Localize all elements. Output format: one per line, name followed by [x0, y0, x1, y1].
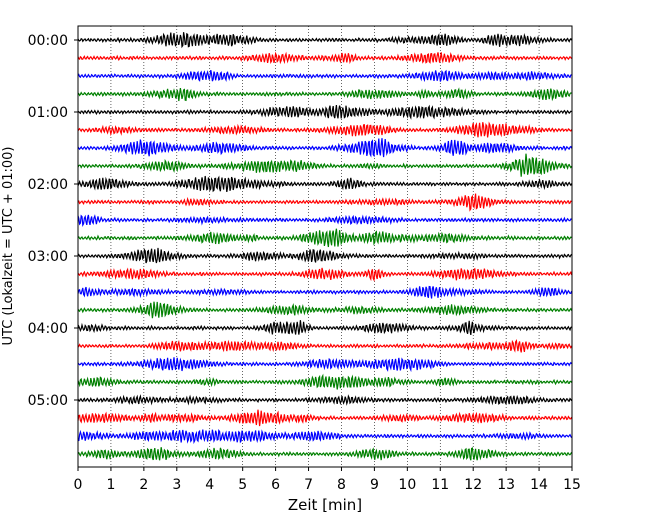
x-tick-label: 3 [172, 477, 181, 493]
y-axis-label: UTC (Lokalzeit = UTC + 01:00) [1, 147, 16, 346]
seismic-trace [77, 373, 573, 390]
y-tick-label: 05:00 [28, 393, 68, 409]
seismic-trace [77, 69, 572, 83]
seismic-trace [77, 228, 572, 248]
x-tick-label: 14 [530, 477, 548, 493]
x-tick-label: 5 [238, 477, 247, 493]
seismic-trace [77, 87, 572, 102]
y-tick-label: 01:00 [28, 105, 68, 121]
seismic-trace [77, 153, 573, 177]
seismic-trace [77, 247, 573, 264]
y-tick-label: 04:00 [28, 321, 68, 337]
y-axis: 00:00 01:00 02:00 03:00 04:00 05:00 [28, 33, 78, 409]
seismic-trace [77, 104, 572, 120]
x-tick-label: 4 [205, 477, 214, 493]
x-tick-label: 8 [337, 477, 346, 493]
x-tick-label: 7 [304, 477, 313, 493]
x-tick-label: 10 [398, 477, 416, 493]
y-tick-label: 03:00 [28, 249, 68, 265]
plot-frame [77, 25, 573, 468]
seismic-trace [77, 32, 573, 49]
seismic-trace [77, 447, 573, 461]
x-tick-label: 1 [106, 477, 115, 493]
seismic-trace [77, 175, 573, 193]
x-tick-label: 6 [271, 477, 280, 493]
seismic-trace [77, 193, 572, 212]
y-tick-label: 00:00 [28, 33, 68, 49]
seismic-trace [77, 409, 573, 427]
x-tick-label: 2 [139, 477, 148, 493]
seismic-trace [77, 394, 573, 406]
y-tick-label: 02:00 [28, 177, 68, 193]
seismic-trace [77, 301, 573, 319]
seismic-trace [77, 267, 573, 282]
x-tick-label: 12 [464, 477, 482, 493]
seismic-trace [77, 121, 573, 138]
seismic-trace [77, 428, 573, 445]
x-tick-label: 11 [431, 477, 449, 493]
x-tick-label: 13 [497, 477, 515, 493]
seismic-trace [77, 51, 573, 65]
seismic-trace [77, 285, 573, 299]
x-tick-label: 9 [370, 477, 379, 493]
seismic-trace [77, 320, 572, 335]
x-tick-label: 0 [74, 477, 83, 493]
seismic-trace [77, 214, 572, 228]
seismic-traces [77, 32, 573, 461]
x-axis-label: Zeit [min] [288, 496, 362, 514]
x-axis: 0 1 2 3 4 5 6 7 8 9 10 11 12 13 14 15 [74, 467, 581, 493]
seismic-trace [77, 357, 573, 373]
x-tick-label: 15 [563, 477, 581, 493]
seismic-trace [77, 339, 573, 353]
seismic-trace [77, 138, 573, 158]
